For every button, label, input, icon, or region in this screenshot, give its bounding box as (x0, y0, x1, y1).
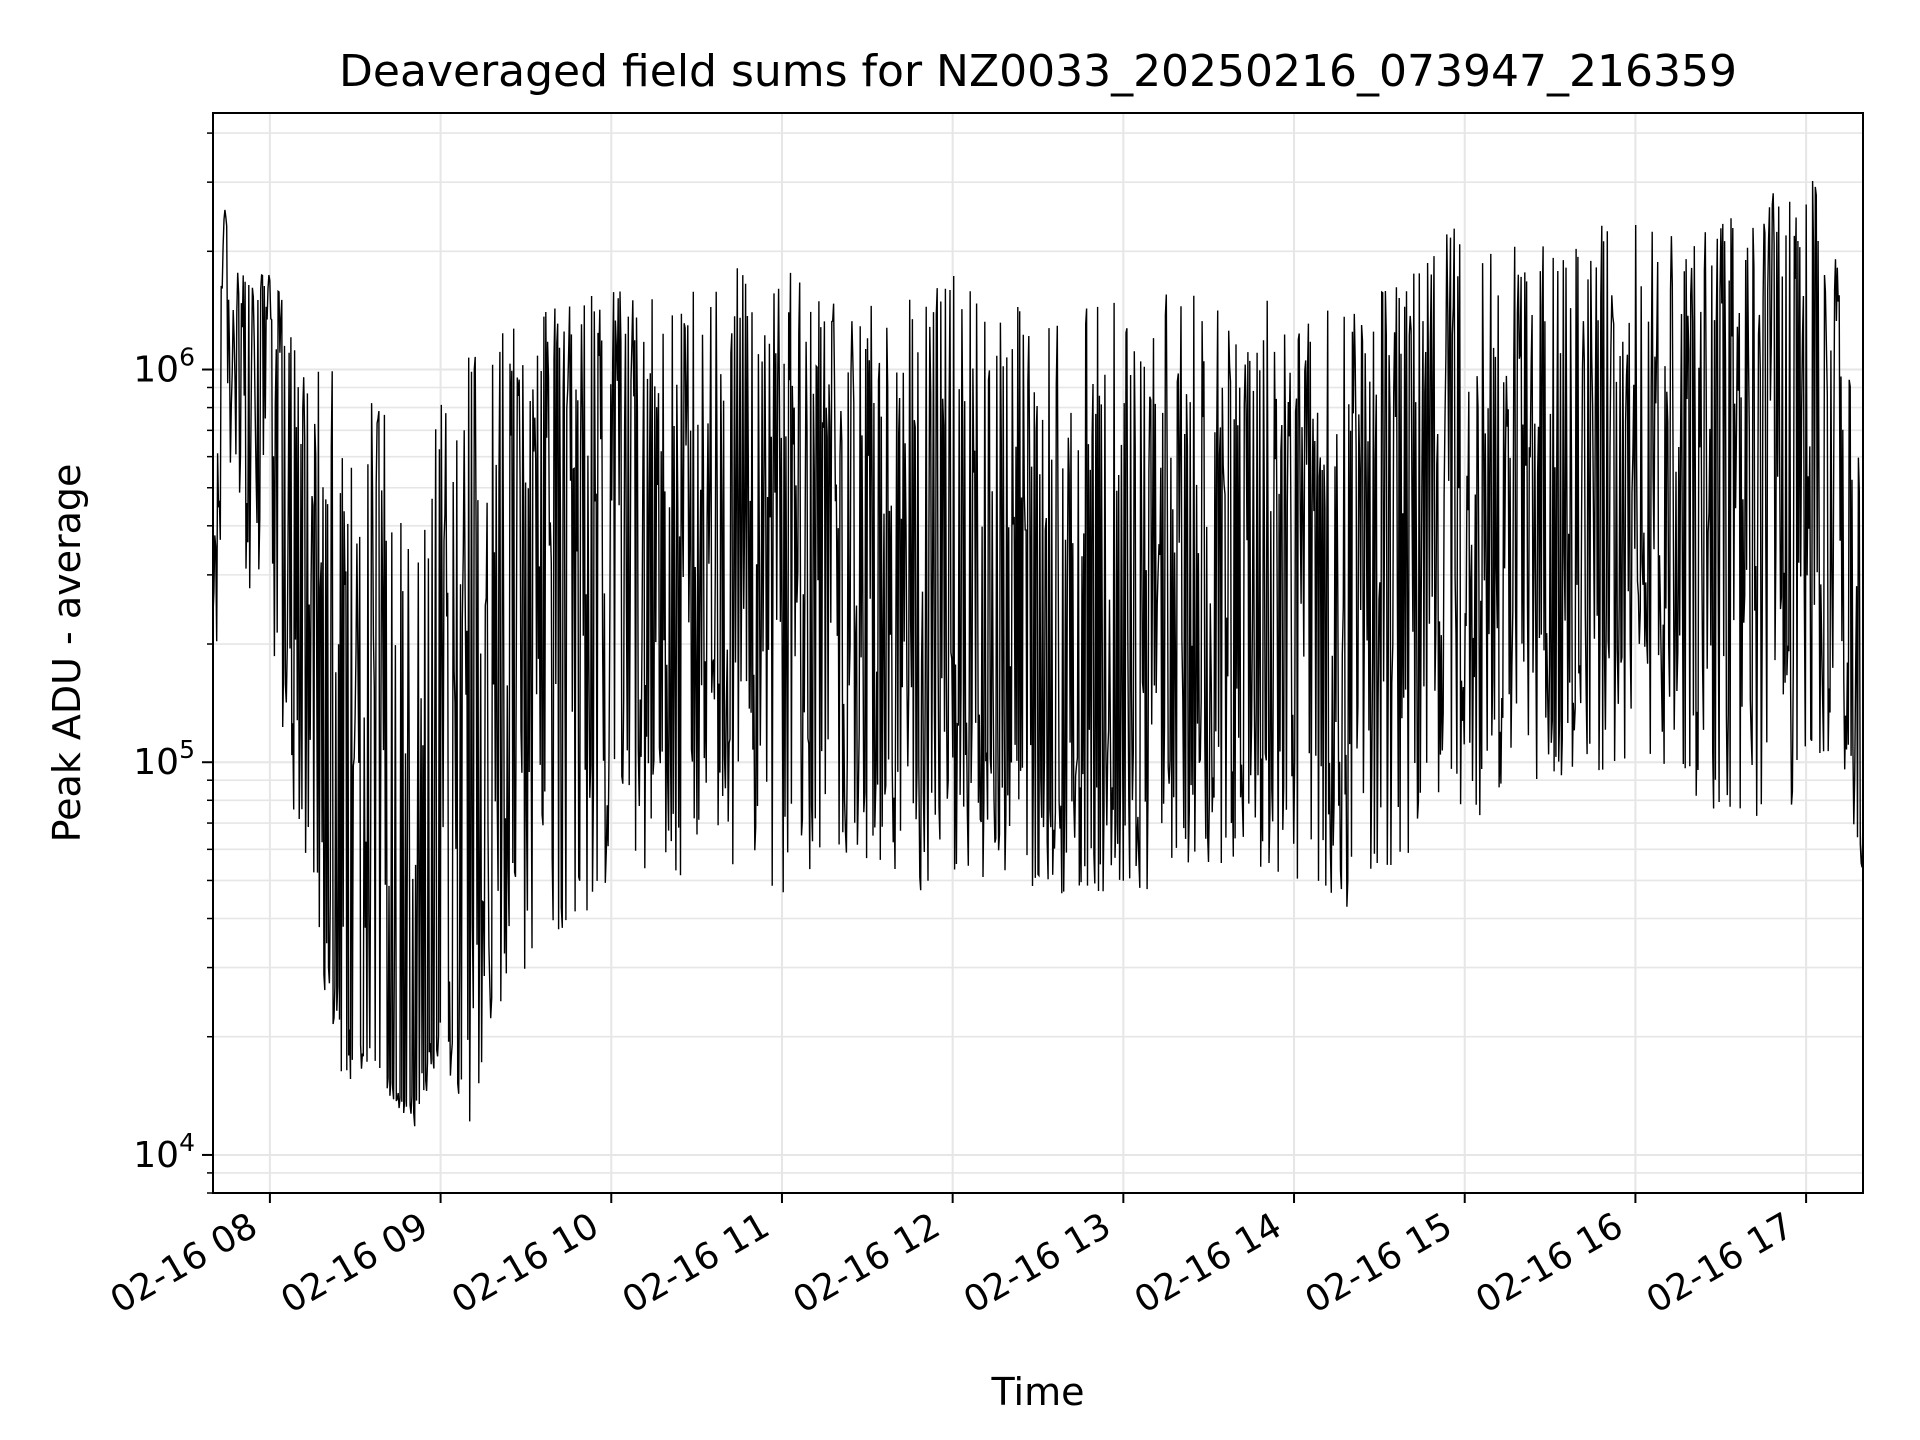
y-tick-label: 105 (133, 735, 195, 783)
x-axis-label: Time (991, 1370, 1085, 1414)
y-axis-label: Peak ADU - average (45, 464, 89, 843)
data-series (212, 180, 1864, 1127)
chart-title: Deaveraged field sums for NZ0033_2025021… (339, 46, 1737, 97)
y-tick-label: 104 (133, 1128, 195, 1176)
y-tick-label: 106 (133, 343, 195, 391)
series-line (212, 180, 1864, 1127)
plot-frame (212, 112, 1864, 1194)
y-axis-ticks: 104 105 106 (133, 132, 213, 1194)
